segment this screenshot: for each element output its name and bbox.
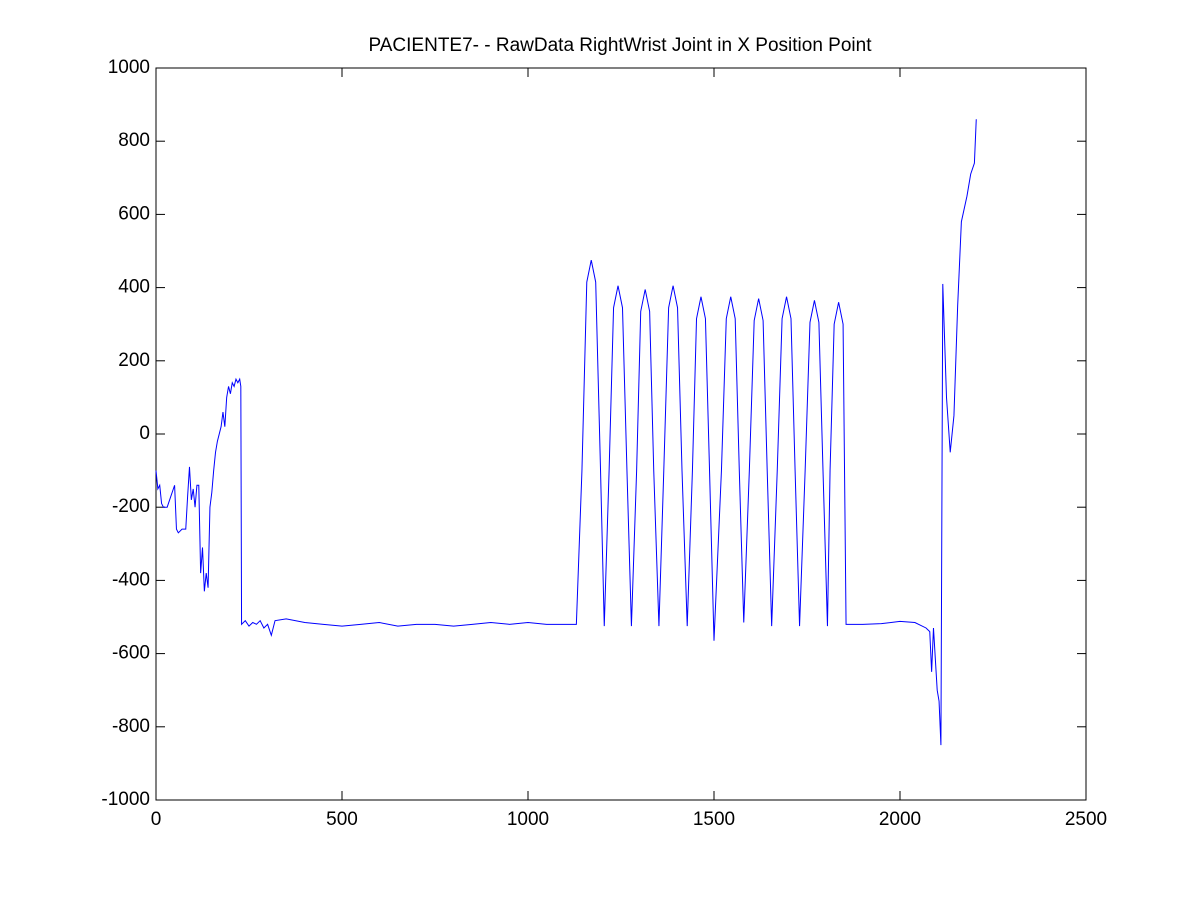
x-tick-label: 2000	[879, 809, 921, 830]
x-tick-label: 1000	[507, 809, 549, 830]
y-tick-label: -200	[112, 496, 150, 517]
x-tick-label: 500	[326, 809, 358, 830]
y-tick-label: -400	[112, 569, 150, 590]
x-tick-label: 2500	[1065, 809, 1107, 830]
y-tick-label: -800	[112, 716, 150, 737]
chart-title: PACIENTE7- - RawData RightWrist Joint in…	[369, 35, 873, 56]
y-tick-label: 1000	[108, 57, 150, 78]
y-tick-label: 800	[118, 130, 150, 151]
y-tick-label: 200	[118, 350, 150, 371]
y-tick-label: 600	[118, 203, 150, 224]
y-tick-label: -600	[112, 643, 150, 664]
data-line	[155, 119, 977, 746]
y-tick-label: -1000	[101, 789, 150, 810]
x-tick-label: 1500	[693, 809, 735, 830]
y-tick-label: 400	[118, 277, 150, 298]
x-tick-label: 0	[151, 809, 162, 830]
y-tick-label: 0	[139, 423, 150, 444]
